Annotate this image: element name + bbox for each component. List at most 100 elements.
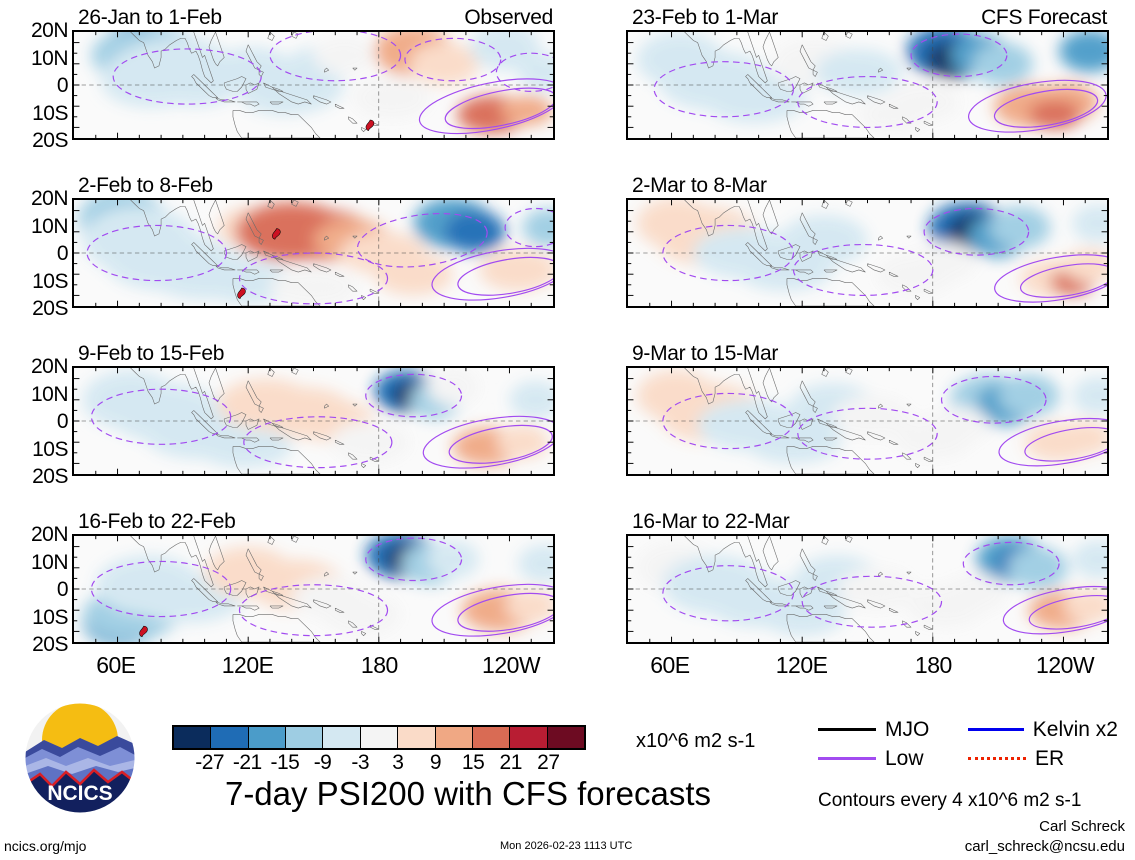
legend-label: ER xyxy=(1035,746,1065,770)
legend-label: Low xyxy=(885,746,924,770)
colorbar-bin xyxy=(510,727,548,748)
legend-label: Kelvin x2 xyxy=(1032,717,1118,741)
panel-observed-1: 2-Feb to 8-Feb 20N 10N 0 10S 20S xyxy=(31,174,555,319)
map-plot-area[interactable] xyxy=(626,366,1109,476)
author-email: carl_schreck@ncsu.edu xyxy=(964,838,1125,855)
y-tick-label: 20S xyxy=(32,465,68,488)
legend-item-low: Low xyxy=(818,747,968,771)
x-axis-labels-left: 60E 120E 180 120W xyxy=(72,652,555,682)
map-canvas xyxy=(628,32,1107,138)
colorbar-tick-labels: -27 -21 -15 -9 -3 3 9 15 21 27 xyxy=(172,751,586,777)
y-tick-label: 10S xyxy=(32,437,68,461)
logo-text: NCICS xyxy=(47,782,112,805)
y-tick-label: 10N xyxy=(30,46,69,70)
map-plot-area[interactable] xyxy=(72,366,555,476)
y-tick-label: 10N xyxy=(30,214,69,238)
legend-line-swatch xyxy=(818,757,876,760)
ncics-logo: NCICS xyxy=(22,700,138,816)
y-tick-label: 0 xyxy=(56,578,69,601)
panel-forecast-3: 16-Mar to 22-Mar xyxy=(626,510,1109,646)
colorbar-bin xyxy=(360,727,399,748)
colorbar-bin xyxy=(547,727,584,748)
y-axis-labels: 20N 10N 0 10S 20S xyxy=(6,356,69,487)
map-plot-area[interactable] xyxy=(72,198,555,308)
colorbar-tick: 21 xyxy=(499,751,523,774)
y-axis-labels: 20N 10N 0 10S 20S xyxy=(6,20,69,151)
panel-title: 16-Mar to 22-Mar xyxy=(632,510,790,533)
colorbar-tick: 27 xyxy=(537,751,560,774)
panel-forecast-0: 23-Feb to 1-Mar CFS Forecast xyxy=(626,6,1109,142)
y-tick-label: 0 xyxy=(56,242,69,265)
footer-timestamp: Mon 2026-02-23 1113 UTC xyxy=(500,840,633,852)
x-tick-label: 180 xyxy=(360,652,398,678)
contour-interval-note: Contours every 4 x10^6 m2 s-1 xyxy=(818,790,1082,811)
map-plot-area[interactable] xyxy=(72,30,555,140)
colorbar-bin xyxy=(398,727,436,748)
legend-item-mjo: MJO xyxy=(818,718,968,742)
y-tick-label: 20S xyxy=(32,297,68,320)
colorbar: -27 -21 -15 -9 -3 3 9 15 21 27 xyxy=(172,725,586,777)
panel-forecast-2: 9-Mar to 15-Mar xyxy=(626,342,1109,478)
map-plot-area[interactable] xyxy=(72,534,555,644)
colorbar-bin xyxy=(248,727,287,748)
y-tick-label: 0 xyxy=(56,74,69,97)
x-tick-label: 60E xyxy=(650,652,690,678)
map-canvas xyxy=(74,536,553,642)
colorbar-bin xyxy=(323,727,361,748)
legend-item-kelvin-x2: Kelvin x2 xyxy=(968,718,1118,742)
y-tick-label: 20S xyxy=(32,129,68,152)
legend-line-swatch xyxy=(968,757,1026,760)
map-canvas xyxy=(628,200,1107,306)
footer-url: ncics.org/mjo xyxy=(4,838,87,854)
y-tick-label: 20N xyxy=(30,187,69,210)
legend-line-swatch xyxy=(818,728,876,731)
panel-title: 16-Feb to 22-Feb xyxy=(78,510,236,533)
y-tick-label: 20N xyxy=(30,19,69,42)
main-title: 7-day PSI200 with CFS forecasts xyxy=(224,775,712,812)
panel-title: 2-Feb to 8-Feb xyxy=(78,174,213,197)
y-tick-label: 0 xyxy=(56,410,69,433)
panel-title: 23-Feb to 1-Mar xyxy=(632,6,779,29)
panel-title: 9-Feb to 15-Feb xyxy=(78,342,225,365)
panel-corner-label: CFS Forecast xyxy=(981,6,1107,29)
panel-title: 2-Mar to 8-Mar xyxy=(632,174,767,197)
x-tick-label: 120E xyxy=(775,652,828,678)
x-tick-label: 180 xyxy=(914,652,952,678)
x-tick-label: 120W xyxy=(482,652,541,678)
x-tick-label: 60E xyxy=(96,652,136,678)
colorbar-tick: -9 xyxy=(313,751,332,774)
colorbar-bin xyxy=(174,727,212,748)
panel-forecast-1: 2-Mar to 8-Mar xyxy=(626,174,1109,310)
panel-title: 9-Mar to 15-Mar xyxy=(632,342,779,365)
colorbar-tick: 15 xyxy=(461,751,485,774)
panel-observed-2: 9-Feb to 15-Feb 20N 10N 0 10S 20S xyxy=(31,342,555,487)
colorbar-tick: 9 xyxy=(429,751,442,774)
map-plot-area[interactable] xyxy=(626,30,1109,140)
contour-legend: MJO Kelvin x2 Low ER xyxy=(818,715,1118,773)
panel-observed-0: 26-Jan to 1-Feb Observed 20N 10N 0 10S 20S xyxy=(31,6,555,151)
y-tick-label: 20N xyxy=(30,355,69,378)
map-plot-area[interactable] xyxy=(626,534,1109,644)
y-tick-label: 10S xyxy=(32,605,68,629)
x-tick-label: 120E xyxy=(221,652,274,678)
y-tick-label: 10N xyxy=(30,550,69,574)
panel-corner-label: Observed xyxy=(464,6,553,29)
legend-line-swatch xyxy=(968,728,1024,731)
map-canvas xyxy=(74,368,553,474)
map-canvas xyxy=(74,200,553,306)
map-canvas xyxy=(628,368,1107,474)
colorbar-units-label: x10^6 m2 s-1 xyxy=(636,730,756,752)
y-tick-label: 10S xyxy=(32,101,68,125)
y-tick-label: 10N xyxy=(30,382,69,406)
colorbar-bin xyxy=(472,727,511,748)
x-axis-labels-right: 60E 120E 180 120W xyxy=(626,652,1109,682)
legend-row: Low ER xyxy=(818,744,1118,773)
x-tick-label: 120W xyxy=(1036,652,1095,678)
map-plot-area[interactable] xyxy=(626,198,1109,308)
map-canvas xyxy=(628,536,1107,642)
colorbar-tick: -3 xyxy=(351,751,370,774)
map-canvas xyxy=(74,32,553,138)
y-axis-labels: 20N 10N 0 10S 20S xyxy=(6,524,69,655)
colorbar-tick: 3 xyxy=(392,751,404,774)
